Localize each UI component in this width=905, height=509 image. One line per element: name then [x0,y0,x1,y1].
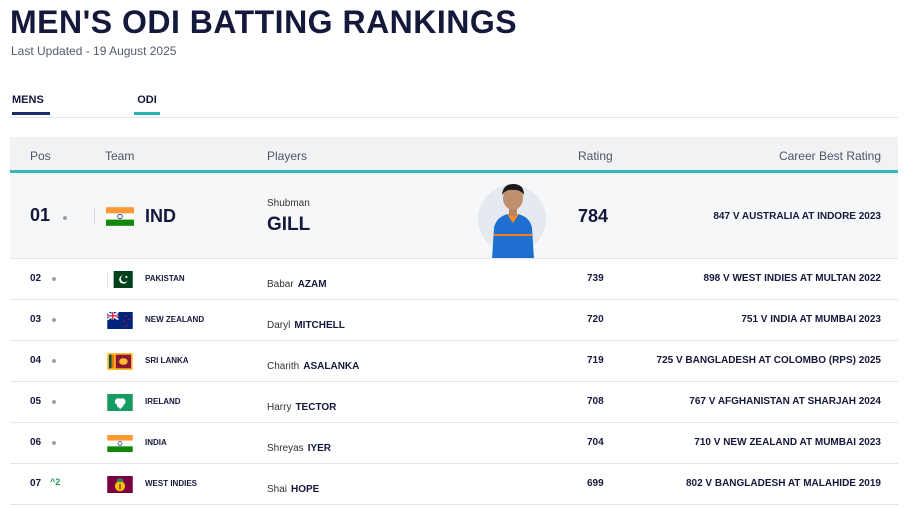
team-name: SRI LANKA [145,356,189,365]
player-last-name: TECTOR [295,402,337,413]
player-first-name: Harry [267,402,292,413]
player-last-name: ASALANKA [303,361,360,372]
no-change-icon [52,318,56,322]
career-best: 751 V INDIA AT MUMBAI 2023 [741,314,881,325]
team-name: PAKISTAN [145,274,185,283]
rank-up-icon: ^2 [50,477,61,487]
player-name[interactable]: Shai HOPE [267,484,319,495]
player-first-name: Shreyas [267,443,304,454]
no-change-icon [52,441,56,445]
player-name[interactable]: Harry TECTOR [267,402,336,413]
no-change-icon [52,277,56,281]
col-pos: Pos [30,149,51,163]
player-last-name: IYER [307,443,332,454]
table-row[interactable]: 06 INDIA Shreyas IYER 704 710 V NEW ZEALA… [10,423,898,464]
career-best: 725 V BANGLADESH AT COLOMBO (RPS) 2025 [656,355,881,366]
player-name[interactable]: Charith ASALANKA [267,361,359,372]
flag-india-icon [106,207,134,226]
rating: 720 [587,314,604,325]
last-updated: Last Updated - 19 August 2025 [11,44,177,58]
career-best: 847 V AUSTRALIA AT INDORE 2023 [713,211,881,222]
col-players: Players [267,149,308,163]
career-best: 767 V AFGHANISTAN AT SHARJAH 2024 [689,396,881,407]
rating: 739 [587,273,604,284]
player-photo [478,184,546,258]
tab-odi[interactable]: ODI [134,94,160,115]
position: 07 [30,478,42,489]
player-name[interactable]: Shreyas IYER [267,443,331,454]
table-row[interactable]: 02 PAKISTAN Babar AZAM 739 898 V WEST IND… [10,259,898,300]
player-first-name: Shai [267,484,288,495]
flag-west-indies-icon [107,476,133,493]
rating: 784 [578,206,609,226]
col-rating: Rating [578,149,613,163]
player-name[interactable]: Daryl MITCHELL [267,320,345,331]
flag-new-zealand-icon [106,312,133,329]
col-career-best: Career Best Rating [778,149,881,163]
no-change-icon [52,359,56,363]
table-row[interactable]: 05 IRELAND Harry TECTOR 708 767 V AFGHANI… [10,382,898,423]
player-last-name: MITCHELL [294,320,345,331]
flag-sri-lanka-icon [107,353,133,370]
position: 01 [30,205,51,225]
position: 06 [30,437,42,448]
player-last-name: HOPE [291,484,320,495]
player-first-name: Babar [267,279,294,290]
player-name[interactable]: Babar AZAM [267,279,327,290]
player-last-name: AZAM [297,279,327,290]
flag-india-icon [107,435,133,452]
player-last-name[interactable]: GILL [267,214,311,235]
player-first-name: Shubman [267,198,310,209]
rating: 719 [587,355,604,366]
tab-mens[interactable]: MENS [12,94,50,115]
flag-ireland-cricket-icon [107,394,133,411]
position: 03 [30,314,42,325]
rating: 704 [587,437,604,448]
position: 04 [30,355,42,366]
rating: 699 [587,478,604,489]
table-row[interactable]: 07 ^2 WEST INDIES Shai HOPE 699 802 V BAN… [10,464,898,505]
flag-pakistan-icon [107,271,133,288]
player-first-name: Charith [267,361,300,372]
team-code: IND [145,206,176,226]
table-header: Pos Team Players Rating Career Best Rati… [10,137,898,173]
no-change-icon [63,216,67,220]
player-first-name: Daryl [267,320,291,331]
page-title: MEN'S ODI BATTING RANKINGS [10,4,518,40]
team-name: NEW ZEALAND [145,315,205,324]
col-team: Team [105,149,135,163]
no-change-icon [52,400,56,404]
filter-tabs: MENS ODI [10,94,898,118]
career-best: 710 V NEW ZEALAND AT MUMBAI 2023 [694,437,881,448]
rating: 708 [587,396,604,407]
rankings-table: Pos Team Players Rating Career Best Rati… [10,137,898,505]
position: 05 [30,396,42,407]
team-name: WEST INDIES [145,479,198,488]
table-row[interactable]: 04 SRI LANKA Charith ASALANKA 719 725 V B… [10,341,898,382]
team-name: IRELAND [145,397,181,406]
divider [94,208,95,224]
top-ranked-row[interactable]: 01 IND Shubman GILL 784 847 V AUSTRALIA … [10,173,898,259]
table-row[interactable]: 03 NEW ZEALAND Daryl MITCHELL 720 751 V I… [10,300,898,341]
position: 02 [30,273,42,284]
career-best: 802 V BANGLADESH AT MALAHIDE 2019 [685,478,881,489]
career-best: 898 V WEST INDIES AT MULTAN 2022 [703,273,881,284]
team-name: INDIA [145,438,167,447]
